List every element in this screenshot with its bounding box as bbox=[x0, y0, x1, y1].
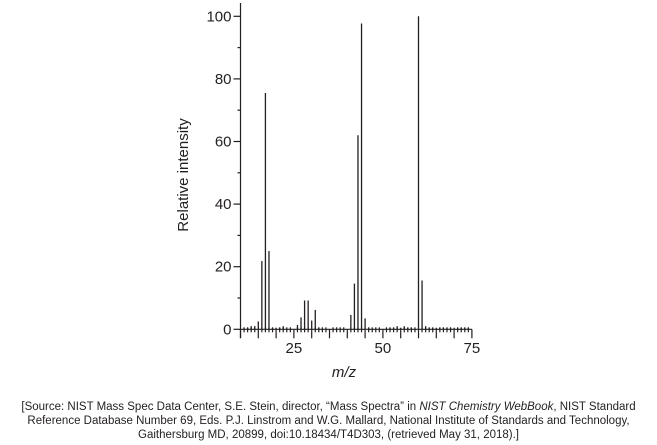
y-axis-label: Relative intensity bbox=[175, 118, 192, 232]
x-axis-label: m/z bbox=[332, 364, 357, 381]
y-tick-label: 0 bbox=[223, 321, 231, 338]
x-tick-label: 50 bbox=[375, 340, 392, 357]
source-line1-italic: NIST Chemistry WebBook bbox=[419, 401, 554, 413]
source-line3: Gaithersburg MD, 20899, doi:10.18434/T4D… bbox=[138, 429, 519, 441]
y-tick-label: 60 bbox=[215, 134, 232, 151]
source-citation: [Source: NIST Mass Spec Data Center, S.E… bbox=[0, 400, 657, 442]
source-line1a: [Source: NIST Mass Spec Data Center, S.E… bbox=[21, 401, 420, 413]
source-line1b: , NIST Standard bbox=[553, 401, 636, 413]
y-tick-label: 40 bbox=[215, 196, 232, 213]
y-tick-label: 80 bbox=[215, 71, 232, 88]
tick-labels: 0 20 40 60 80 100 25 50 75 bbox=[206, 8, 480, 357]
x-tick-label: 25 bbox=[286, 340, 303, 357]
y-tick-label: 20 bbox=[215, 259, 232, 276]
x-tick-label: 75 bbox=[464, 340, 481, 357]
peaks bbox=[243, 16, 469, 330]
source-line2: Reference Database Number 69, Eds. P.J. … bbox=[27, 415, 630, 427]
y-tick-label: 100 bbox=[206, 8, 231, 25]
mass-spectrum-chart: 0 20 40 60 80 100 25 50 75 m/z Relative intensit… bbox=[175, 3, 480, 381]
